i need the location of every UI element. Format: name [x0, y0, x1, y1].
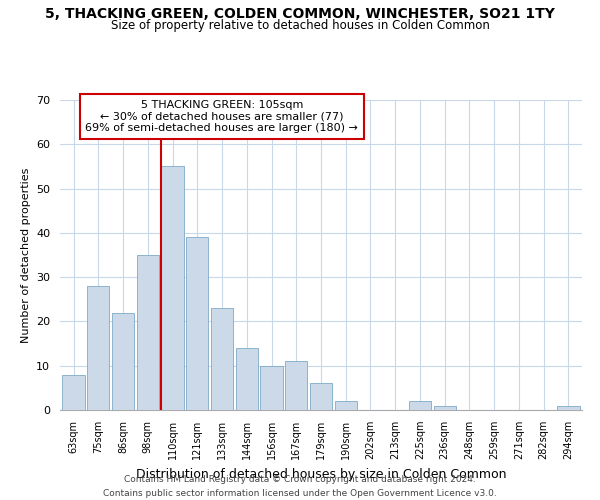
Bar — [285, 362, 307, 410]
Bar — [434, 406, 456, 410]
Bar — [112, 312, 134, 410]
Bar — [335, 401, 357, 410]
Text: 5 THACKING GREEN: 105sqm
← 30% of detached houses are smaller (77)
69% of semi-d: 5 THACKING GREEN: 105sqm ← 30% of detach… — [85, 100, 358, 133]
Text: Size of property relative to detached houses in Colden Common: Size of property relative to detached ho… — [110, 19, 490, 32]
Bar — [137, 255, 159, 410]
Bar — [161, 166, 184, 410]
X-axis label: Distribution of detached houses by size in Colden Common: Distribution of detached houses by size … — [136, 468, 506, 480]
Bar — [260, 366, 283, 410]
Bar — [409, 401, 431, 410]
Bar — [186, 238, 208, 410]
Text: Contains HM Land Registry data © Crown copyright and database right 2024.
Contai: Contains HM Land Registry data © Crown c… — [103, 476, 497, 498]
Bar — [87, 286, 109, 410]
Text: 5, THACKING GREEN, COLDEN COMMON, WINCHESTER, SO21 1TY: 5, THACKING GREEN, COLDEN COMMON, WINCHE… — [45, 8, 555, 22]
Bar — [236, 348, 258, 410]
Bar — [211, 308, 233, 410]
Bar — [62, 374, 85, 410]
Y-axis label: Number of detached properties: Number of detached properties — [20, 168, 31, 342]
Bar — [310, 384, 332, 410]
Bar — [557, 406, 580, 410]
